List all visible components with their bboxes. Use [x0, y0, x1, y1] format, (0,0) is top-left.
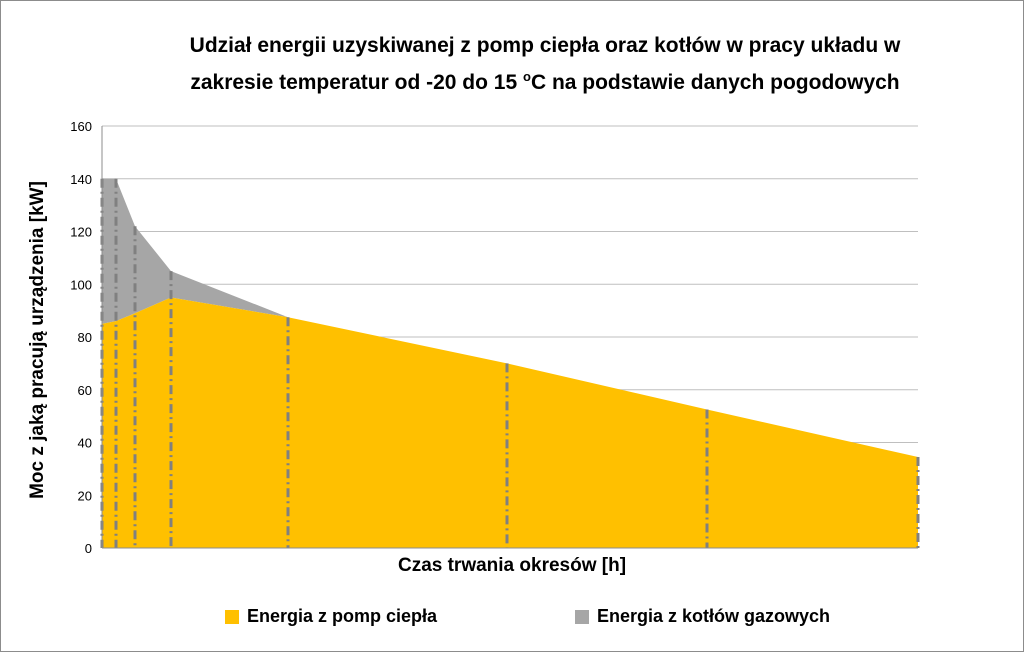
y-tick-label: 100 — [70, 277, 92, 292]
y-tick-label: 160 — [70, 119, 92, 134]
y-tick-label: 60 — [78, 383, 92, 398]
legend-item-pump: Energia z pomp ciepła — [225, 606, 437, 627]
chart-title: Udział energii uzyskiwanej z pomp ciepła… — [120, 30, 970, 98]
title-line-2b: C na podstawie danych pogodowych — [530, 71, 900, 94]
y-tick-label: 0 — [85, 541, 92, 556]
y-tick-label: 40 — [78, 436, 92, 451]
y-axis-label: Moc z jaką pracują urządzenia [kW] — [27, 181, 48, 499]
y-tick-labels: 0 20 40 60 80 100 120 140 160 — [70, 119, 92, 556]
y-tick-label: 20 — [78, 488, 92, 503]
title-superscript: o — [522, 69, 531, 84]
area-series — [102, 178, 918, 548]
period-dividers — [100, 178, 920, 548]
legend-label-boiler: Energia z kotłów gazowych — [597, 606, 831, 626]
x-axis-label: Czas trwania okresów [h] — [397, 555, 627, 576]
legend-swatch-pump — [225, 609, 239, 624]
legend-item-boiler: Energia z kotłów gazowych — [575, 606, 830, 627]
y-tick-label: 140 — [70, 172, 92, 187]
title-line-2a: zakresie temperatur od -20 do 15 — [190, 71, 523, 94]
axes — [101, 126, 918, 549]
legend-label-pump: Energia z pomp ciepła — [247, 606, 438, 626]
area-pump — [102, 297, 918, 548]
legend-swatch-boiler — [575, 609, 589, 624]
y-tick-label: 120 — [70, 225, 92, 240]
title-line-1: Udział energii uzyskiwanej z pomp ciepła… — [189, 34, 901, 57]
y-tick-label: 80 — [78, 330, 92, 345]
